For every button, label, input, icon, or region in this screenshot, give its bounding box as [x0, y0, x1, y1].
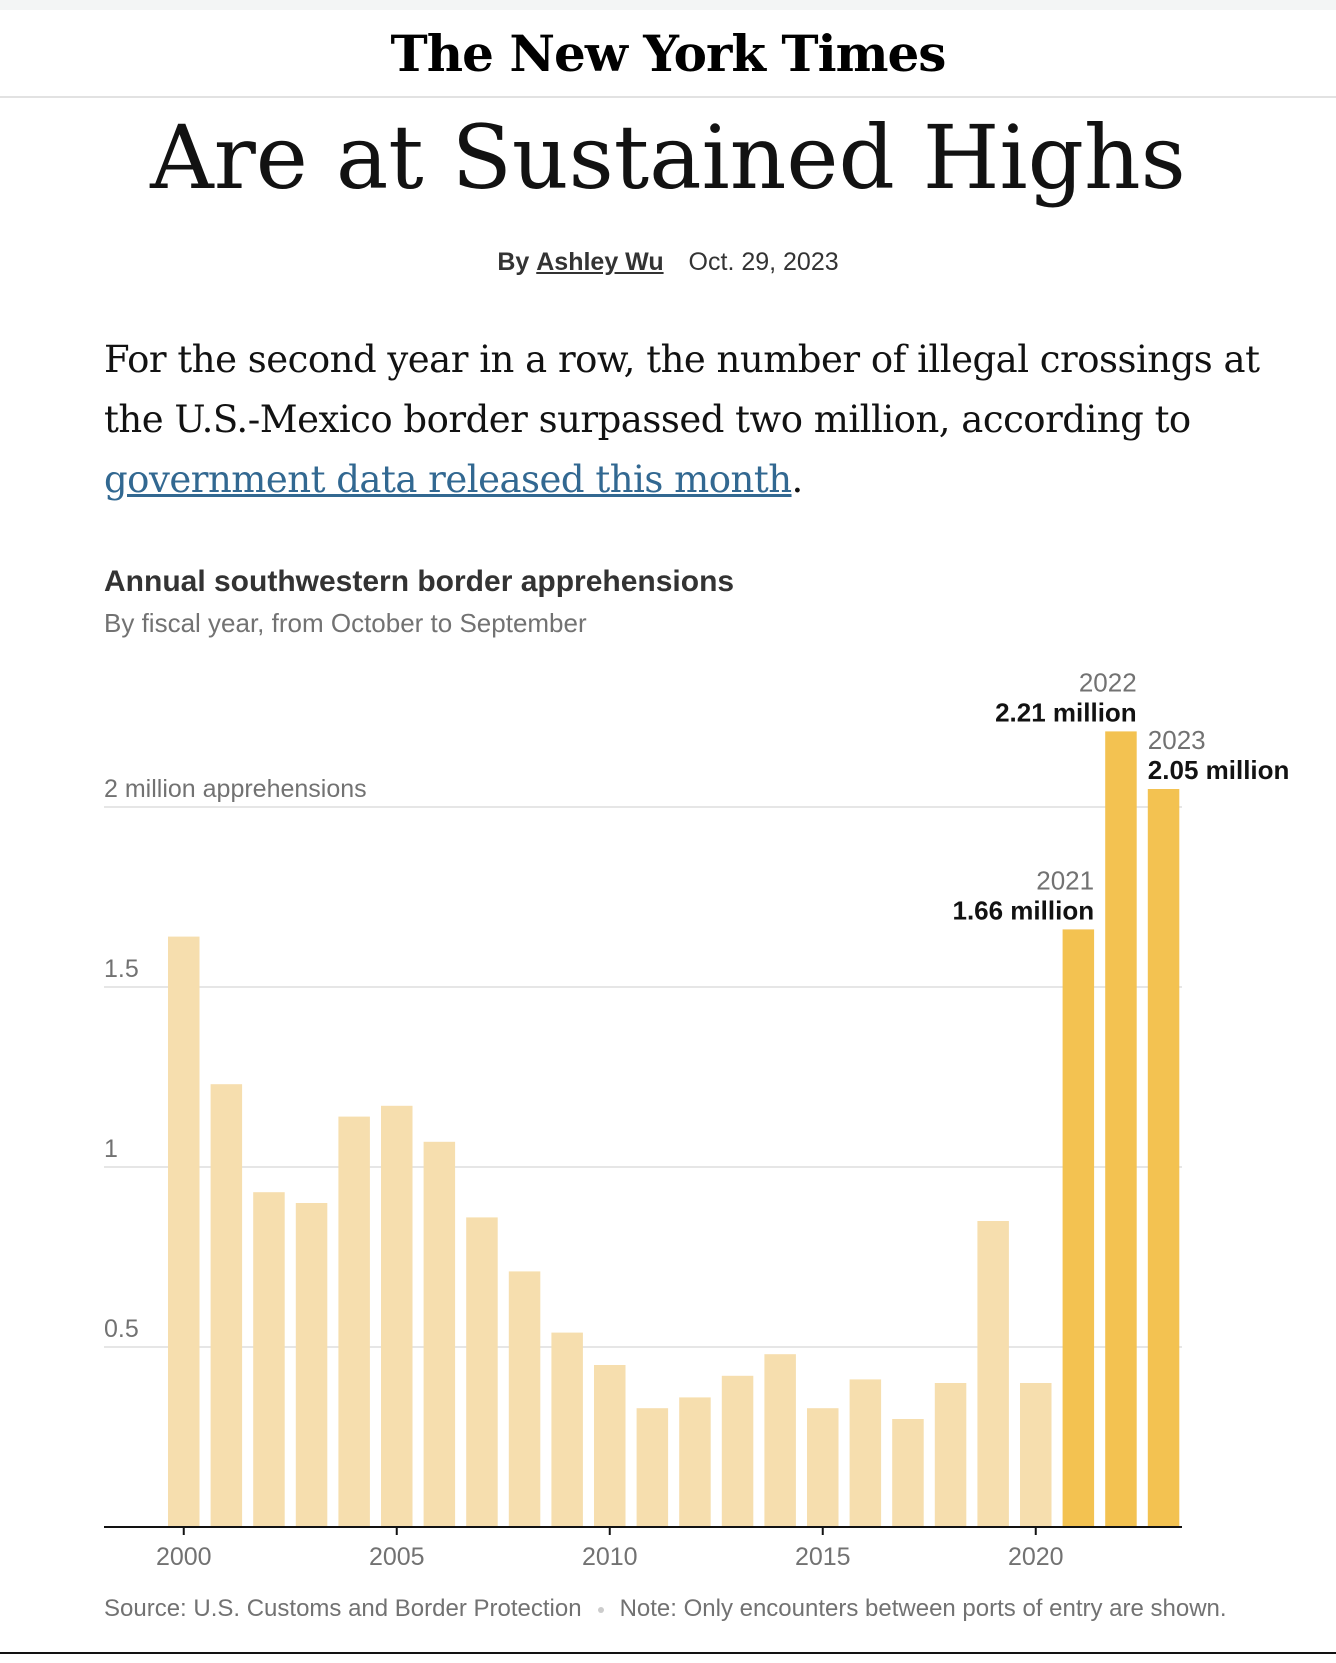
bar-2020	[1020, 1383, 1052, 1527]
masthead: The New York Times	[0, 10, 1336, 98]
source-note: Source: U.S. Customs and Border Protecti…	[104, 1595, 582, 1622]
y-tick-label: 1	[104, 1135, 118, 1163]
x-tick-label: 2010	[582, 1543, 638, 1571]
annotation-year: 2021	[1036, 865, 1094, 895]
top-strip	[0, 0, 1336, 10]
x-tick-label: 2015	[795, 1543, 851, 1571]
article-headline: Are at Sustained Highs	[150, 106, 1186, 209]
y-tick-label: 1.5	[104, 955, 139, 983]
bar-2004	[338, 1116, 370, 1527]
lede-text: For the second year in a row, the number…	[104, 338, 1260, 441]
author-link[interactable]: Ashley Wu	[536, 248, 664, 276]
lede-end: .	[791, 458, 804, 501]
nyt-logo[interactable]: The New York Times	[390, 23, 947, 83]
annotation-year: 2022	[1079, 667, 1137, 697]
separator-dot	[597, 1606, 604, 1613]
bar-2002	[253, 1192, 285, 1527]
byline: By Ashley Wu Oct. 29, 2023	[0, 248, 1336, 277]
bar-2010	[594, 1365, 626, 1527]
x-tick-label: 2005	[369, 1543, 425, 1571]
bar-2005	[381, 1105, 413, 1527]
chart-title: Annual southwestern border apprehensions	[104, 565, 735, 598]
publish-date: Oct. 29, 2023	[688, 248, 839, 276]
bar-2007	[466, 1217, 498, 1527]
x-tick-label: 2000	[156, 1543, 212, 1571]
bar-2006	[423, 1141, 456, 1527]
chart-footer: Source: U.S. Customs and Border Protecti…	[104, 1595, 1227, 1623]
bar-2021	[1062, 929, 1095, 1527]
chart-subtitle: By fiscal year, from October to Septembe…	[104, 608, 587, 638]
byline-prefix: By	[497, 248, 530, 276]
bar-2019	[977, 1221, 1009, 1527]
y-tick-label: 0.5	[104, 1315, 139, 1343]
bar-2022	[1105, 731, 1137, 1527]
annotation-value: 2.05 million	[1148, 755, 1290, 785]
data-source-link[interactable]: government data released this month	[104, 458, 792, 501]
bar-2016	[849, 1379, 882, 1527]
bar-2013	[721, 1375, 754, 1527]
bar-2001	[210, 1084, 243, 1527]
note-text: Note: Only encounters between ports of e…	[619, 1595, 1227, 1622]
annotation-year: 2023	[1148, 725, 1206, 755]
annotation-value: 1.66 million	[952, 895, 1094, 925]
bar-2009	[551, 1332, 583, 1527]
bar-2000	[168, 936, 200, 1527]
bar-2017	[892, 1419, 924, 1527]
annotation-value: 2.21 million	[995, 697, 1137, 727]
bar-2018	[934, 1383, 967, 1527]
bar-2008	[508, 1271, 541, 1527]
x-tick-label: 2020	[1008, 1543, 1064, 1571]
bottom-rule	[0, 1652, 1336, 1654]
bar-2014	[764, 1354, 796, 1527]
bar-2015	[807, 1408, 839, 1527]
lede-paragraph: For the second year in a row, the number…	[104, 330, 1304, 510]
bar-2023	[1147, 789, 1180, 1527]
bar-2011	[636, 1408, 669, 1527]
bar-chart: 0.5 1 1.5 2 million apprehensions 2000 2005 20…	[104, 667, 1290, 1571]
bar-2003	[295, 1203, 328, 1527]
y-tick-label: 2 million apprehensions	[104, 775, 367, 803]
bar-2012	[679, 1397, 711, 1527]
